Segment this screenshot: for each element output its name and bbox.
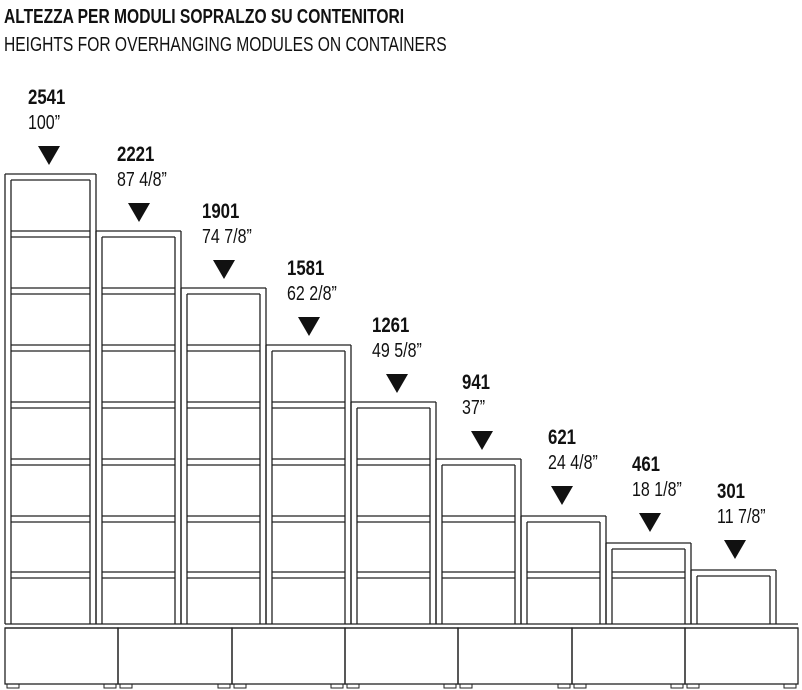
height-label: 1581 62 2/8” <box>287 257 337 306</box>
height-marker-arrow-icon <box>471 431 493 450</box>
container-box <box>457 627 573 685</box>
height-marker-arrow-icon <box>298 317 320 336</box>
container-box <box>4 627 119 685</box>
container-foot <box>557 683 571 689</box>
height-inches: 24 4/8” <box>548 452 598 474</box>
height-inches: 37” <box>462 397 486 419</box>
container-foot <box>459 683 473 689</box>
height-mm: 1901 <box>202 200 240 223</box>
container-foot <box>670 683 684 689</box>
height-label: 2221 87 4/8” <box>117 143 167 192</box>
container-foot <box>103 683 117 689</box>
height-marker-arrow-icon <box>639 513 661 532</box>
height-mm: 2221 <box>117 143 155 166</box>
height-label: 1901 74 7/8” <box>202 200 252 249</box>
height-marker-arrow-icon <box>551 486 573 505</box>
height-mm: 301 <box>717 480 746 503</box>
container-box <box>344 627 459 685</box>
height-mm: 2541 <box>28 86 66 109</box>
height-marker-arrow-icon <box>38 146 60 165</box>
diagram-title: ALTEZZA PER MODULI SOPRALZO SU CONTENITO… <box>4 6 405 28</box>
container-foot <box>686 683 700 689</box>
height-label: 621 24 4/8” <box>548 426 598 475</box>
height-marker-arrow-icon <box>724 540 746 559</box>
height-marker-arrow-icon <box>213 260 235 279</box>
height-mm: 1261 <box>372 314 410 337</box>
container-box <box>231 627 346 685</box>
height-label: 2541 100” <box>28 86 65 135</box>
container-foot <box>573 683 587 689</box>
height-label: 1261 49 5/8” <box>372 314 422 363</box>
container-box <box>571 627 686 685</box>
height-mm: 621 <box>548 426 577 449</box>
diagram-subtitle: HEIGHTS FOR OVERHANGING MODULES ON CONTA… <box>4 34 447 56</box>
container-foot <box>233 683 247 689</box>
height-inches: 100” <box>28 112 61 134</box>
container-foot <box>6 683 20 689</box>
height-inches: 87 4/8” <box>117 169 167 191</box>
height-label: 461 18 1/8” <box>632 453 682 502</box>
height-inches: 11 7/8” <box>717 506 766 528</box>
container-foot <box>346 683 360 689</box>
height-marker-arrow-icon <box>386 374 408 393</box>
container-foot <box>443 683 457 689</box>
height-inches: 62 2/8” <box>287 283 337 305</box>
height-marker-arrow-icon <box>128 203 150 222</box>
height-inches: 49 5/8” <box>372 340 422 362</box>
container-foot <box>330 683 344 689</box>
height-label: 941 37” <box>462 371 490 420</box>
height-label: 301 11 7/8” <box>717 480 766 529</box>
height-mm: 941 <box>462 371 491 394</box>
height-mm: 461 <box>632 453 661 476</box>
height-inches: 18 1/8” <box>632 479 682 501</box>
height-inches: 74 7/8” <box>202 226 252 248</box>
container-box <box>117 627 233 685</box>
container-box <box>684 627 799 685</box>
container-foot <box>217 683 231 689</box>
height-mm: 1581 <box>287 257 325 280</box>
container-foot <box>783 683 797 689</box>
container-foot <box>119 683 133 689</box>
